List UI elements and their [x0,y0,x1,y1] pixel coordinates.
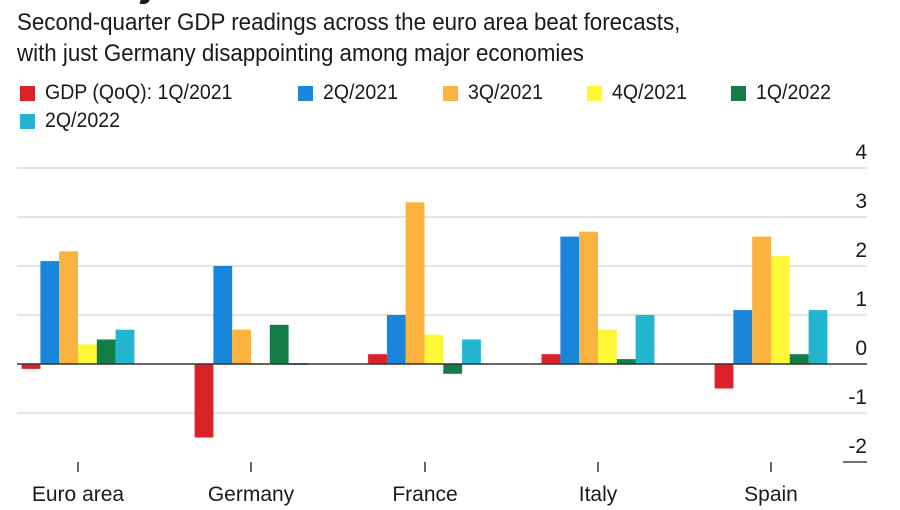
legend-swatch [298,85,313,101]
bar-italy-1 [541,354,561,364]
bar-euro-area-1 [21,364,41,369]
bar-italy-2 [560,236,580,364]
bar-france-6 [462,339,481,364]
bar-france-4 [424,334,444,364]
y-tick-label: 2 [855,239,867,262]
legend-item-3q2021: 3Q/2021 [443,80,549,106]
y-tick-label: 0 [855,337,867,360]
subtitle-line-2: with just Germany disappointing among ma… [17,40,584,67]
bar-france-2 [386,315,406,364]
bar-spain-4 [771,256,790,364]
y-tick-label: 1 [855,288,867,311]
legend-label: 4Q/2021 [612,81,687,104]
bar-euro-area-2 [40,261,60,364]
bar-spain-3 [752,236,771,364]
x-axis: Euro area Germany France Italy Spain [32,462,798,506]
bar-spain-2 [733,310,753,364]
legend-swatch [20,113,35,129]
bar-italy-4 [598,329,617,364]
bar-euro-area-6 [115,329,135,364]
bar-france-5 [443,364,463,374]
bar-italy-5 [616,359,636,364]
bar-spain-5 [789,354,809,364]
legend-swatch [20,85,35,101]
y-axis: 4 3 2 1 0 -1 -2 [848,141,867,458]
y-tick-label: -1 [848,386,867,409]
bar-germany-1 [194,364,214,438]
x-tick-label: France [392,483,457,506]
bar-france-1 [368,354,387,364]
bar-germany-2 [213,266,233,364]
legend-swatch [731,85,746,101]
x-tick-label: Italy [579,483,618,506]
legend-label: 3Q/2021 [468,81,543,104]
legend-label: GDP (QoQ): 1Q/2021 [45,81,233,104]
bar-italy-6 [635,315,655,364]
bars [21,202,828,438]
x-tick-label: Spain [744,483,798,506]
bar-germany-3 [232,329,251,364]
gridlines [17,167,867,463]
legend-swatch [443,85,458,101]
legend-item-1q2022: 1Q/2022 [731,80,837,106]
x-tick-label: Germany [208,483,295,506]
y-tick-label: -2 [848,435,867,458]
x-tick-label: Euro area [32,483,125,506]
bar-euro-area-3 [59,251,78,364]
bar-spain-1 [714,364,734,389]
subtitle-line-1: Second-quarter GDP readings across the e… [17,9,681,36]
legend-item-2q2022: 2Q/2022 [20,108,126,134]
legend-label: 2Q/2021 [323,81,398,104]
bar-spain-6 [808,310,828,364]
legend-item-1q2021: GDP (QoQ): 1Q/2021 [20,80,247,106]
chart-subtitle: Second-quarter GDP readings across the e… [17,7,680,69]
legend-swatch [587,85,602,101]
bar-euro-area-5 [96,339,116,364]
legend-item-2q2021: 2Q/2021 [298,80,404,106]
bar-euro-area-4 [78,344,97,364]
legend-label: 2Q/2022 [45,109,120,132]
y-tick-label: 4 [855,141,867,164]
bar-france-3 [405,202,425,364]
legend-label: 1Q/2022 [756,81,831,104]
bar-italy-3 [579,231,598,364]
legend-item-4q2021: 4Q/2021 [587,80,693,106]
y-tick-label: 3 [855,190,867,213]
bar-germany-5 [269,324,289,364]
